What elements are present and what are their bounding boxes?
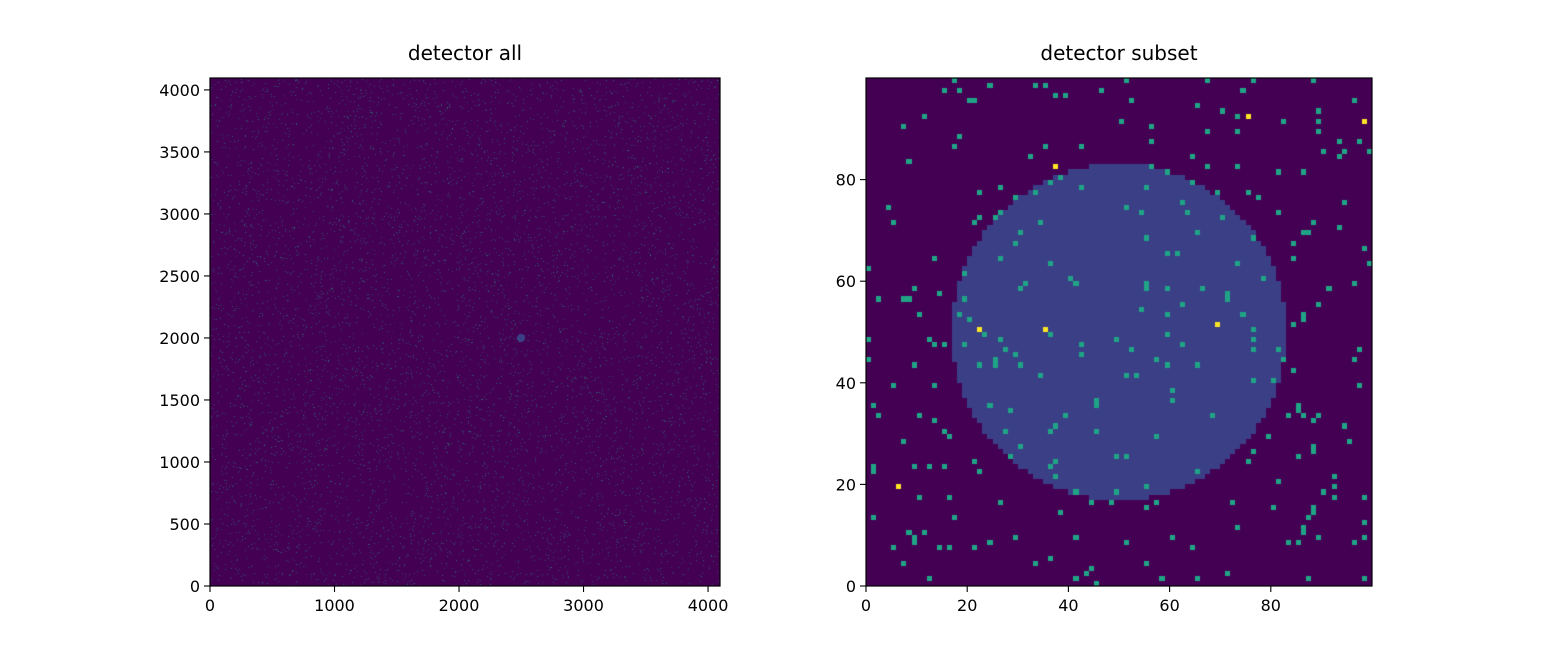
y-tick-label-all-8: 4000 — [159, 81, 200, 100]
x-tick-label-subset-2: 40 — [1058, 596, 1078, 615]
y-tick-label-subset-3: 60 — [836, 272, 856, 291]
y-tick-label-all-5: 2500 — [159, 267, 200, 286]
y-tick-label-subset-4: 80 — [836, 171, 856, 190]
x-tick-label-subset-1: 20 — [957, 596, 977, 615]
heatmap-image-detector-subset — [866, 78, 1372, 586]
y-tick-label-all-0: 0 — [190, 577, 200, 596]
y-tick-label-all-3: 1500 — [159, 391, 200, 410]
x-tick-label-subset-0: 0 — [861, 596, 871, 615]
panel-detector-all: detector all 0 1000 2000 3000 4000 0 500 1000 15… — [159, 41, 728, 615]
x-tick-label-subset-3: 60 — [1159, 596, 1179, 615]
axis-ticks-detector-subset: 0 20 40 60 80 0 20 40 60 80 — [836, 171, 1281, 615]
y-tick-label-all-6: 3000 — [159, 205, 200, 224]
plot-frame-detector-all — [209, 77, 721, 587]
axis-ticks-detector-all: 0 1000 2000 3000 4000 0 500 1000 1500 2000 2500 300… — [159, 81, 728, 615]
heatmap-image-detector-all — [210, 78, 720, 586]
x-tick-label-all-0: 0 — [205, 596, 215, 615]
panel-detector-subset: detector subset 0 20 40 60 80 0 20 40 60 80 — [836, 41, 1373, 615]
x-tick-label-all-4: 4000 — [688, 596, 729, 615]
y-tick-label-all-2: 1000 — [159, 453, 200, 472]
chart-title-detector-subset: detector subset — [1040, 41, 1197, 65]
y-tick-label-all-7: 3500 — [159, 143, 200, 162]
y-tick-label-subset-1: 20 — [836, 475, 856, 494]
chart-title-detector-all: detector all — [408, 41, 522, 65]
y-tick-label-all-1: 500 — [169, 515, 200, 534]
x-tick-label-all-2: 2000 — [439, 596, 480, 615]
plot-frame-detector-subset — [865, 77, 1373, 587]
x-tick-label-all-1: 1000 — [314, 596, 355, 615]
x-tick-label-subset-4: 80 — [1261, 596, 1281, 615]
y-tick-label-subset-2: 40 — [836, 374, 856, 393]
y-tick-label-subset-0: 0 — [846, 577, 856, 596]
x-tick-label-all-3: 3000 — [563, 596, 604, 615]
y-tick-label-all-4: 2000 — [159, 329, 200, 348]
